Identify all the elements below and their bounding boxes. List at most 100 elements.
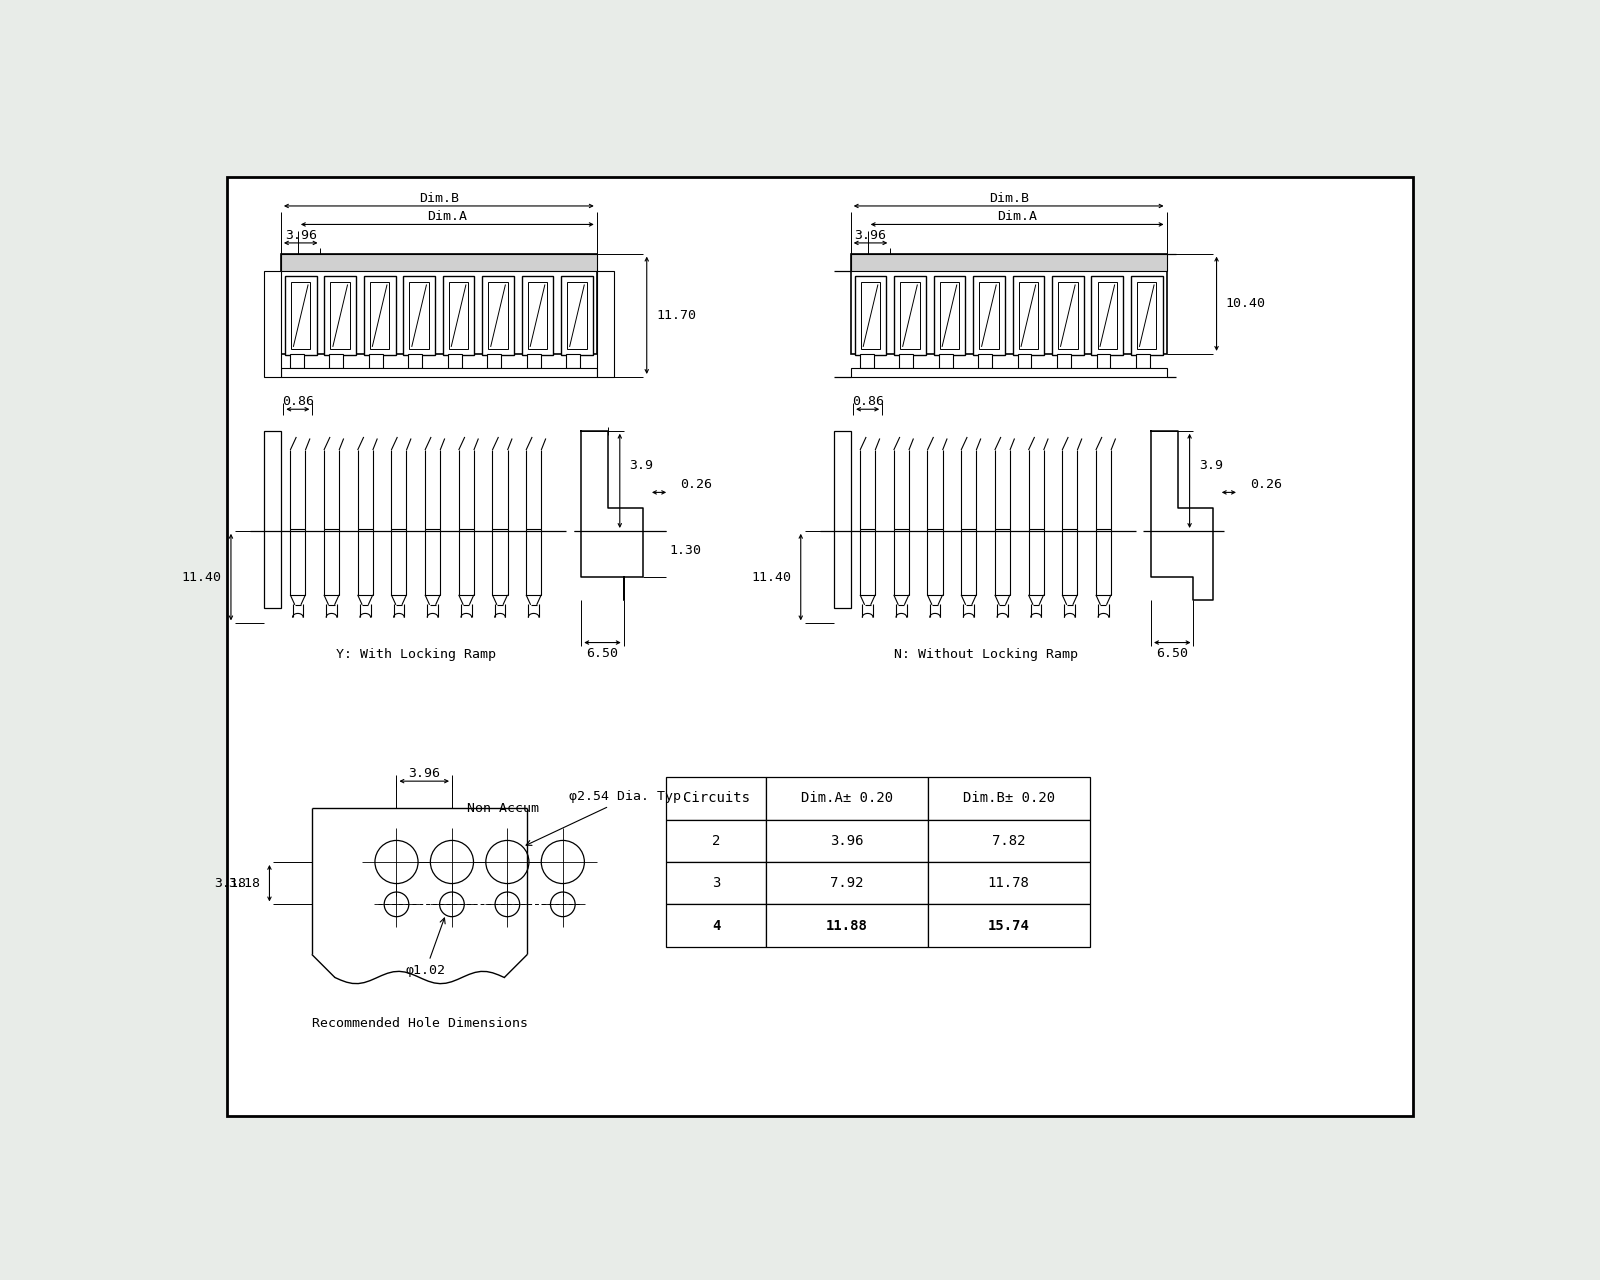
Bar: [448, 353, 462, 367]
Bar: [450, 282, 469, 349]
Bar: [899, 353, 914, 367]
Bar: [834, 431, 851, 608]
Bar: [1098, 282, 1117, 349]
Text: 0.26: 0.26: [680, 479, 712, 492]
Bar: [566, 353, 581, 367]
Text: 0.86: 0.86: [282, 396, 314, 408]
Text: φ1.02: φ1.02: [406, 918, 446, 977]
Text: 6.50: 6.50: [1157, 646, 1189, 659]
Text: φ2.54 Dia. Typ.: φ2.54 Dia. Typ.: [526, 790, 690, 845]
Bar: [408, 353, 422, 367]
Bar: [1131, 276, 1163, 356]
Text: 1.30: 1.30: [670, 544, 702, 557]
Text: 11.40: 11.40: [182, 571, 222, 584]
Bar: [901, 282, 920, 349]
Bar: [1136, 353, 1150, 367]
Bar: [285, 276, 317, 356]
Bar: [854, 276, 886, 356]
Bar: [666, 905, 766, 947]
Bar: [426, 530, 440, 595]
Bar: [1019, 282, 1038, 349]
Bar: [528, 282, 547, 349]
Bar: [488, 353, 501, 367]
Text: Circuits: Circuits: [683, 791, 749, 805]
Bar: [766, 777, 928, 819]
Text: Dim.B: Dim.B: [419, 192, 459, 205]
Bar: [666, 861, 766, 905]
Bar: [928, 530, 942, 595]
Bar: [1058, 353, 1070, 367]
Bar: [568, 282, 587, 349]
Bar: [861, 282, 880, 349]
Text: 11.40: 11.40: [752, 571, 792, 584]
Bar: [264, 270, 282, 376]
Bar: [939, 282, 958, 349]
Text: 3.96: 3.96: [854, 229, 886, 242]
Bar: [290, 530, 306, 595]
Text: 15.74: 15.74: [987, 919, 1029, 933]
Bar: [859, 353, 874, 367]
Bar: [928, 819, 1090, 861]
Bar: [851, 367, 1166, 376]
Bar: [894, 530, 909, 595]
Bar: [978, 353, 992, 367]
Bar: [766, 819, 928, 861]
Bar: [597, 270, 614, 376]
Bar: [282, 253, 597, 353]
Text: Dim.B: Dim.B: [989, 192, 1029, 205]
Bar: [526, 353, 541, 367]
Bar: [666, 777, 766, 819]
Text: 3.96: 3.96: [285, 229, 317, 242]
Bar: [939, 353, 952, 367]
Bar: [392, 530, 406, 595]
Bar: [493, 530, 507, 595]
Bar: [482, 276, 514, 356]
Bar: [894, 276, 926, 356]
Bar: [928, 905, 1090, 947]
Text: Y: With Locking Ramp: Y: With Locking Ramp: [336, 648, 496, 660]
Text: 3.9: 3.9: [629, 460, 653, 472]
Text: Dim.A± 0.20: Dim.A± 0.20: [802, 791, 893, 805]
Text: Dim.A: Dim.A: [997, 210, 1037, 223]
Text: 0.86: 0.86: [851, 396, 883, 408]
Bar: [410, 282, 429, 349]
Text: Non Accum: Non Accum: [467, 801, 539, 814]
Text: 10.40: 10.40: [1226, 297, 1266, 310]
Text: N: Without Locking Ramp: N: Without Locking Ramp: [893, 648, 1077, 660]
Bar: [1091, 276, 1123, 356]
Bar: [282, 367, 597, 376]
Bar: [488, 282, 507, 349]
Bar: [403, 276, 435, 356]
Bar: [358, 530, 373, 595]
Bar: [928, 777, 1090, 819]
Text: 3.18: 3.18: [214, 877, 246, 890]
Bar: [1018, 353, 1032, 367]
Bar: [1051, 276, 1083, 356]
Bar: [1062, 530, 1077, 595]
Text: 3.96: 3.96: [408, 767, 440, 780]
Text: 11.88: 11.88: [826, 919, 867, 933]
Text: 6.50: 6.50: [587, 646, 619, 659]
Bar: [933, 276, 965, 356]
Bar: [666, 819, 766, 861]
Bar: [323, 530, 339, 595]
Text: 2: 2: [712, 833, 720, 847]
Bar: [526, 530, 541, 595]
Bar: [282, 253, 597, 270]
Bar: [1058, 282, 1077, 349]
Text: 4: 4: [712, 919, 720, 933]
Bar: [370, 282, 389, 349]
Bar: [1013, 276, 1045, 356]
Text: 3.9: 3.9: [1198, 460, 1222, 472]
Text: 7.92: 7.92: [830, 877, 864, 890]
Bar: [443, 276, 475, 356]
Bar: [370, 353, 382, 367]
Bar: [979, 282, 998, 349]
Bar: [264, 431, 282, 608]
Text: 7.82: 7.82: [992, 833, 1026, 847]
Text: 11.78: 11.78: [987, 877, 1029, 890]
Text: 11.70: 11.70: [656, 308, 696, 321]
Text: 3.96: 3.96: [830, 833, 864, 847]
Bar: [562, 276, 594, 356]
Text: 0.26: 0.26: [1250, 479, 1282, 492]
